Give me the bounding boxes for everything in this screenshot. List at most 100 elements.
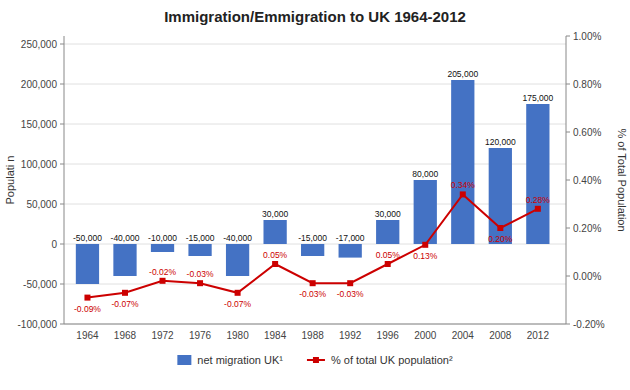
bar (76, 244, 99, 284)
marker (385, 261, 391, 267)
x-tick-label: 1964 (76, 330, 99, 341)
x-tick-label: 1980 (226, 330, 249, 341)
grid-line (64, 84, 566, 85)
data-labels: -50,000 -40,000 -10,000 -15,000 -40,000 30,00… (73, 69, 553, 314)
x-tick-label: 2008 (489, 330, 512, 341)
y-tick-label: 0 (51, 239, 57, 250)
bar (113, 244, 136, 276)
y-tick-label: 100,000 (21, 159, 58, 170)
bar-label: 175,000 (522, 93, 553, 103)
marker (160, 278, 166, 284)
bar (526, 104, 549, 244)
legend: net migration UK¹ % of total UK populatio… (177, 354, 453, 366)
bar-label: -15,000 (186, 233, 215, 243)
y2-tick (566, 36, 570, 37)
y-tick-label: 150,000 (21, 119, 58, 130)
legend-item: % of total UK population² (307, 354, 453, 366)
legend-label: % of total UK population² (331, 354, 453, 366)
bar-label: 30,000 (375, 209, 401, 219)
bar (301, 244, 324, 256)
y-tick (60, 324, 64, 325)
y-tick-label: 200,000 (21, 79, 58, 90)
bar-label: -17,000 (336, 233, 365, 243)
marker (497, 225, 503, 231)
y-tick-label: 50,000 (26, 199, 57, 210)
marker (535, 206, 541, 212)
bar-label: 80,000 (412, 169, 438, 179)
line (87, 194, 537, 297)
x-tick-label: 1976 (189, 330, 212, 341)
y2-tick-label: 0.60% (573, 127, 601, 138)
y2-axis-label: % of Total Population (616, 128, 628, 231)
y2-tick (566, 132, 570, 133)
y2-tick-label: 0.80% (573, 79, 601, 90)
y-tick (60, 204, 64, 205)
x-tick-label: 2000 (414, 330, 437, 341)
y-tick (60, 164, 64, 165)
y2-tick (566, 84, 570, 85)
line-label: 0.05% (376, 250, 401, 260)
bar-label: -10,000 (148, 233, 177, 243)
y2-tick-label: 0.00% (573, 271, 601, 282)
grid-line (64, 44, 566, 45)
marker (460, 191, 466, 197)
x-tick-label: 1988 (302, 330, 325, 341)
line-label: 0.13% (413, 251, 438, 261)
x-tick-label: 1996 (377, 330, 400, 341)
legend-item: net migration UK¹ (177, 354, 283, 366)
y2-tick (566, 180, 570, 181)
y2-tick-label: 1.00% (573, 31, 601, 42)
marker (235, 290, 241, 296)
grid-line (64, 324, 566, 325)
line-label: -0.03% (299, 289, 326, 299)
legend-swatch (177, 355, 191, 365)
bar (263, 220, 286, 244)
marker (310, 280, 316, 286)
line-label: -0.09% (74, 304, 101, 314)
y-tick-label: -50,000 (23, 279, 57, 290)
bar-label: -15,000 (298, 233, 327, 243)
y2-tick (566, 276, 570, 277)
bar (451, 80, 474, 244)
y-axis-label: Populati n (4, 156, 16, 205)
y-tick-label: -100,000 (18, 319, 58, 330)
line-label: 0.28% (526, 195, 551, 205)
y2-tick-label: 0.20% (573, 223, 601, 234)
y2-tick-label: 0.40% (573, 175, 601, 186)
y2-tick-label: -0.20% (573, 319, 605, 330)
bar (376, 220, 399, 244)
line-label: 0.34% (451, 180, 476, 190)
bar (226, 244, 249, 276)
bar (151, 244, 174, 252)
y-tick-label: 250,000 (21, 39, 58, 50)
y2-axis-line (566, 36, 567, 324)
y-tick (60, 44, 64, 45)
x-tick-label: 1984 (264, 330, 287, 341)
y-axis-line (64, 36, 65, 324)
y2-tick (566, 228, 570, 229)
y-tick (60, 284, 64, 285)
y-tick (60, 244, 64, 245)
x-tick-label: 2012 (527, 330, 550, 341)
title: Immigration/Emmigration to UK 1964-2012 (164, 8, 466, 25)
marker (122, 290, 128, 296)
chart: Immigration/Emmigration to UK 1964-2012 -… (0, 0, 630, 390)
line-label: 0.05% (263, 250, 288, 260)
bar (339, 244, 362, 258)
bar-label: -40,000 (111, 233, 140, 243)
bar (489, 148, 512, 244)
line-label: -0.07% (112, 299, 139, 309)
x-tick-label: 2004 (452, 330, 475, 341)
bar-label: -40,000 (223, 233, 252, 243)
line-label: -0.07% (224, 299, 251, 309)
marker (347, 280, 353, 286)
marker (84, 295, 90, 301)
line-label: -0.03% (337, 289, 364, 299)
marks (76, 80, 550, 301)
bar (188, 244, 211, 256)
x-tick-label: 1992 (339, 330, 362, 341)
y2-tick (566, 324, 570, 325)
y-tick (60, 124, 64, 125)
bar-label: -50,000 (73, 233, 102, 243)
x-tick-label: 1972 (151, 330, 174, 341)
